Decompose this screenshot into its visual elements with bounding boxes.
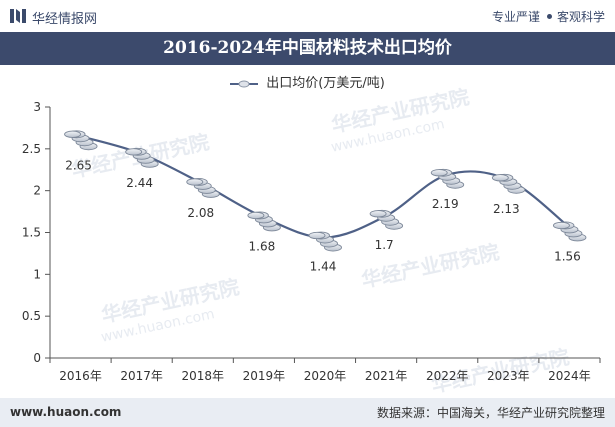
- line-chart: 00.511.522.53 2016年 2017年 2018年 2019年 2020年 2…: [22, 100, 601, 383]
- data-label: 2.19: [432, 197, 459, 211]
- coin-stack-icon: [186, 178, 220, 198]
- series-line: [80, 135, 571, 239]
- brand-name: 华经情报网: [32, 12, 98, 27]
- y-axis: 0 0.5 1 1.5 2 2.5 3: [22, 100, 51, 365]
- y-tick-label: 1: [33, 267, 41, 281]
- separator-dot-icon: [546, 14, 552, 19]
- x-tick-label: 2022年: [426, 369, 469, 383]
- data-label: 2.08: [187, 206, 214, 220]
- y-tick-label: 1.5: [22, 226, 41, 240]
- chart-title: 2016-2024年中国材料技术出口均价: [163, 38, 452, 58]
- x-tick-label: 2024年: [548, 369, 591, 383]
- y-tick-label: 2: [33, 184, 41, 198]
- footer-website: www.huaon.com: [10, 405, 122, 419]
- footer-band: [0, 398, 615, 427]
- title-band: [0, 32, 615, 65]
- header-tags: 专业严谨 客观科学: [492, 8, 605, 25]
- y-tick-label: 2.5: [22, 142, 41, 156]
- top-bar: 华经情报网 专业严谨 客观科学: [0, 0, 615, 32]
- coin-stack-icon: [247, 211, 281, 232]
- data-label: 2.13: [493, 202, 520, 216]
- x-tick-label: 2019年: [243, 369, 286, 383]
- coin-stack-icon: [491, 173, 526, 194]
- x-tick-label: 2017年: [120, 369, 163, 383]
- tag-rigorous: 专业严谨: [491, 10, 540, 24]
- x-tick-label: 2016年: [59, 369, 102, 383]
- data-label: 2.65: [65, 158, 92, 172]
- coin-stack-icon: [64, 130, 98, 151]
- x-tick-label: 2020年: [304, 369, 347, 383]
- data-label: 1.44: [310, 260, 337, 274]
- coin-stack-icon: [125, 147, 159, 168]
- series-export-price: [80, 135, 571, 239]
- tag-objective: 客观科学: [556, 10, 605, 24]
- data-labels: 2.65 2.44 2.08 1.68 1.44 1.7 2.19 2.13 1.56: [65, 158, 581, 273]
- x-axis: 2016年 2017年 2018年 2019年 2020年 2021年 2022年 2023年…: [49, 357, 601, 383]
- markers: [64, 130, 587, 252]
- coin-stack-icon: [552, 221, 587, 242]
- brand-logo-icon: [10, 9, 26, 23]
- coin-stack-icon: [369, 209, 404, 230]
- coin-stack-icon: [430, 168, 465, 189]
- legend-swatch-icon: [230, 80, 259, 87]
- y-tick-label: 0.5: [22, 309, 41, 323]
- x-tick-label: 2018年: [182, 369, 225, 383]
- data-label: 2.44: [126, 176, 153, 190]
- data-label: 1.68: [249, 239, 276, 253]
- y-tick-label: 0: [33, 351, 41, 365]
- x-tick-label: 2023年: [487, 369, 530, 383]
- x-tick-label: 2021年: [365, 369, 408, 383]
- footer-source: 数据来源：中国海关，华经产业研究院整理: [376, 406, 605, 420]
- legend-label: 出口均价(万美元/吨): [266, 76, 385, 91]
- data-label: 1.56: [554, 249, 581, 263]
- data-label: 1.7: [375, 238, 394, 252]
- coin-stack-icon: [308, 231, 342, 252]
- y-tick-label: 3: [33, 100, 41, 114]
- chart-legend: 出口均价(万美元/吨): [0, 72, 615, 91]
